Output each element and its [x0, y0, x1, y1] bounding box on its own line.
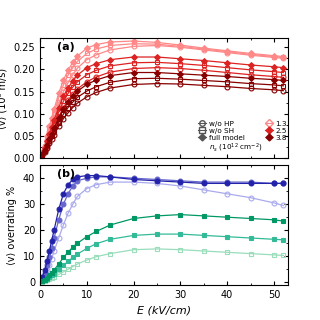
X-axis label: E (kV/cm): E (kV/cm) [137, 305, 191, 315]
Y-axis label: ⟨v⟩ (10⁶ m/s): ⟨v⟩ (10⁶ m/s) [0, 68, 8, 129]
Legend: w/o HP, w/o SH, full model, $n_s$ (10$^{12}$ cm$^{-2}$), 1.3, 2.5, 3.8: w/o HP, w/o SH, full model, $n_s$ (10$^{… [198, 121, 287, 155]
Text: (b): (b) [57, 169, 76, 179]
Text: (a): (a) [57, 42, 75, 52]
Y-axis label: ⟨v⟩ overrating %: ⟨v⟩ overrating % [7, 185, 17, 265]
